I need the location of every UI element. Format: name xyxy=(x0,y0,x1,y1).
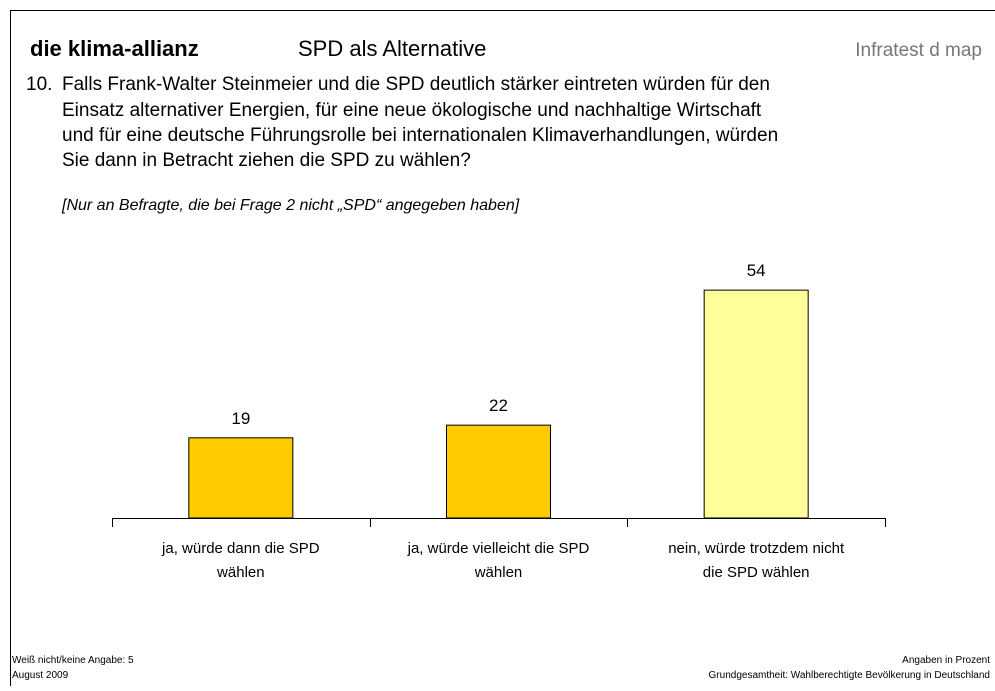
bar xyxy=(189,438,293,518)
footnote: August 2009 xyxy=(12,670,69,681)
question-line: Sie dann in Betracht ziehen die SPD zu w… xyxy=(62,150,471,171)
question-number: 10. xyxy=(26,74,52,95)
value-label: 22 xyxy=(489,396,508,415)
value-label: 19 xyxy=(231,409,250,428)
question-line: Einsatz alternativer Energien, für eine … xyxy=(62,100,762,121)
value-label: 54 xyxy=(747,261,766,280)
question-note: [Nur an Befragte, die bei Frage 2 nicht … xyxy=(61,197,520,214)
question-line: Falls Frank-Walter Steinmeier und die SP… xyxy=(62,74,770,95)
brand: die klima-allianz xyxy=(30,36,199,61)
footnote: Angaben in Prozent xyxy=(902,655,990,666)
bar xyxy=(704,290,808,518)
footnote: Grundgesamtheit: Wahlberechtigte Bevölke… xyxy=(709,670,990,681)
footnote: Weiß nicht/keine Angabe: 5 xyxy=(12,655,134,666)
slide-title: SPD als Alternative xyxy=(298,36,486,61)
source: Infratest d map xyxy=(855,40,982,61)
bar xyxy=(447,425,551,518)
question-line: und für eine deutsche Führungsrolle bei … xyxy=(62,125,778,146)
